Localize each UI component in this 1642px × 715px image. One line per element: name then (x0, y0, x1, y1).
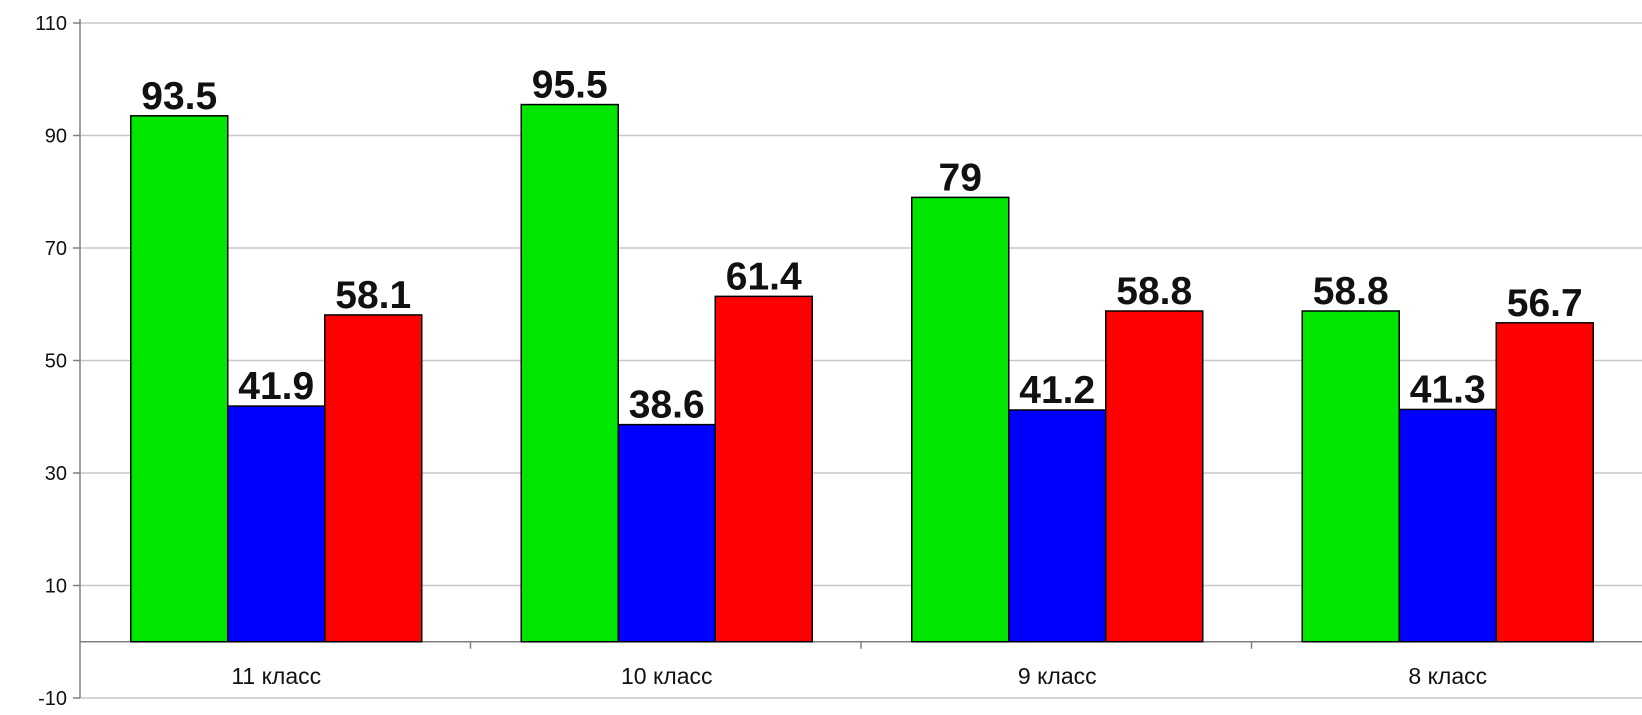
bar (617, 423, 716, 643)
bar (520, 103, 619, 643)
data-label: 41.2 (1019, 369, 1095, 412)
x-category-label: 9 класс (1018, 663, 1097, 689)
y-tick-label: 90 (45, 126, 67, 148)
data-label: 58.1 (335, 274, 411, 317)
bar (227, 405, 326, 643)
data-label: 58.8 (1116, 270, 1192, 313)
bar (1495, 322, 1594, 643)
y-tick-label: 70 (45, 238, 67, 260)
data-label: 41.3 (1410, 368, 1486, 411)
data-label: 61.4 (726, 255, 802, 298)
bar (911, 196, 1010, 643)
data-label: 56.7 (1507, 282, 1583, 325)
bar (1105, 310, 1204, 643)
bar (1398, 408, 1497, 643)
y-tick-label: -10 (38, 688, 67, 710)
bar (714, 295, 813, 643)
data-label: 79 (939, 156, 982, 199)
bar (130, 115, 229, 643)
bar (1008, 409, 1107, 643)
x-category-label: 11 класс (231, 663, 321, 689)
y-tick-label: 50 (45, 351, 67, 373)
data-label: 95.5 (532, 64, 608, 107)
y-tick-label: 30 (45, 463, 67, 485)
x-category-label: 10 класс (621, 663, 713, 689)
y-tick-label: 110 (35, 13, 67, 35)
data-label: 58.8 (1313, 270, 1389, 313)
data-label: 38.6 (629, 384, 705, 427)
y-tick-label: 10 (45, 576, 67, 598)
bar (324, 314, 423, 643)
data-label: 41.9 (238, 365, 314, 408)
data-label: 93.5 (141, 75, 217, 118)
bar (1301, 310, 1400, 643)
x-category-label: 8 класс (1408, 663, 1487, 689)
